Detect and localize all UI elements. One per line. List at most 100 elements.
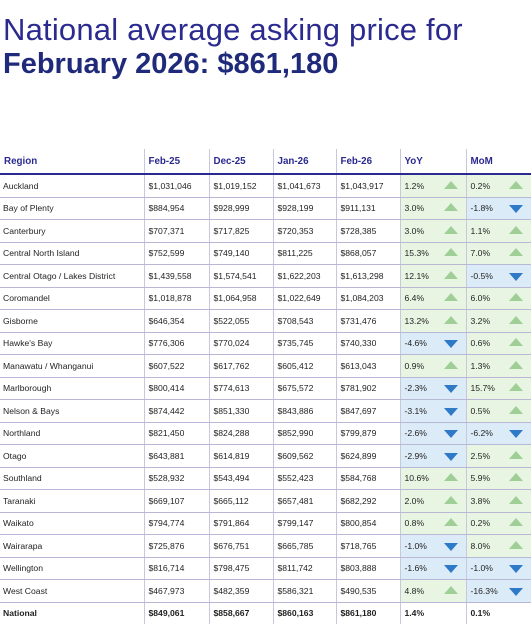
yoy-cell: -1.0% [399, 534, 466, 558]
mom-value: -0.5% [470, 270, 493, 281]
mom-cell: -1.8% [465, 197, 531, 220]
jan26-cell: $552,423 [272, 467, 336, 490]
feb26-cell: $868,057 [335, 242, 400, 265]
arrow-up-icon [509, 338, 523, 347]
jan26-cell: $843,886 [272, 399, 336, 423]
arrow-down-icon [443, 430, 458, 439]
feb26-cell: $624,899 [335, 444, 400, 468]
mom-value: 1.1% [470, 225, 491, 236]
header-dec25: Dec-25 [208, 149, 273, 175]
jan26-cell: $928,199 [272, 197, 336, 220]
yoy-cell: -2.6% [399, 422, 466, 445]
mom-value: 5.9% [470, 473, 491, 484]
feb26-cell: $718,765 [335, 534, 400, 558]
jan26-cell: $811,742 [272, 557, 336, 580]
feb25-cell: $725,876 [143, 534, 209, 558]
region-cell: Manawatu / Whanganui [0, 354, 144, 378]
feb26-cell: $847,697 [335, 399, 400, 423]
region-cell: Wellington [0, 557, 144, 580]
arrow-up-icon [443, 518, 458, 527]
yoy-value: 4.8% [404, 585, 425, 596]
jan26-cell: $1,622,203 [272, 264, 336, 288]
yoy-cell: 6.4% [399, 287, 466, 310]
arrow-up-icon [443, 473, 458, 482]
arrow-up-icon [443, 585, 458, 594]
jan26-cell: $720,353 [272, 219, 336, 243]
title-line-1: National average asking price for [3, 12, 463, 47]
mom-cell: 0.2% [465, 174, 531, 198]
dec25-cell: $928,999 [208, 197, 273, 220]
yoy-cell: 2.0% [399, 489, 466, 513]
region-cell: Canterbury [0, 219, 144, 243]
mom-cell: 5.9% [465, 467, 531, 490]
table-row: Central North Island $752,599 $749,140 $811… [0, 242, 531, 265]
feb26-cell: $584,768 [335, 467, 400, 490]
dec25-cell: $522,055 [208, 309, 273, 333]
jan26-cell: $657,481 [272, 489, 336, 513]
yoy-value: 1.4% [404, 608, 425, 619]
dec25-cell: $482,359 [208, 579, 273, 603]
jan26-cell: $852,990 [272, 422, 336, 445]
arrow-up-icon [509, 225, 523, 234]
dec25-cell: $798,475 [208, 557, 273, 580]
yoy-cell: -4.6% [399, 332, 466, 355]
arrow-up-icon [443, 270, 458, 279]
arrow-down-icon [509, 430, 523, 439]
yoy-value: -1.6% [404, 563, 427, 574]
dec25-cell: $543,494 [208, 467, 273, 490]
table-row: Canterbury $707,371 $717,825 $720,353 $728,3… [0, 219, 531, 243]
arrow-up-icon [509, 293, 523, 302]
mom-value: -1.8% [470, 203, 493, 214]
yoy-value: 0.8% [404, 518, 425, 529]
arrow-down-icon [509, 272, 523, 281]
mom-value: -16.3% [470, 585, 498, 596]
mom-value: -1.0% [470, 563, 493, 574]
mom-cell: 1.3% [465, 354, 531, 378]
jan26-cell: $609,562 [272, 444, 336, 468]
feb25-cell: $800,414 [143, 377, 209, 400]
feb25-cell: $849,061 [143, 602, 209, 624]
mom-value: 7.0% [470, 248, 491, 259]
feb25-cell: $646,354 [143, 309, 209, 333]
mom-value: -6.2% [470, 428, 493, 439]
table-row: Central Otago / Lakes District $1,439,558… [0, 264, 531, 288]
arrow-down-icon [443, 340, 458, 349]
mom-value: 0.2% [470, 180, 491, 191]
mom-cell: 8.0% [465, 534, 531, 558]
table-header-row: Region Feb-25 Dec-25 Jan-26 Feb-26 YoY M… [0, 149, 531, 175]
feb26-cell: $740,330 [335, 332, 400, 355]
feb26-cell: $731,476 [335, 309, 400, 333]
region-cell: Nelson & Bays [0, 399, 144, 423]
header-feb25: Feb-25 [143, 149, 209, 175]
dec25-cell: $824,288 [208, 422, 273, 445]
yoy-value: 13.2% [404, 315, 429, 326]
feb25-cell: $1,439,558 [143, 264, 209, 288]
header-yoy: YoY [399, 149, 466, 175]
jan26-cell: $665,785 [272, 534, 336, 558]
arrow-up-icon [443, 248, 458, 257]
arrow-down-icon [443, 565, 458, 574]
dec25-cell: $1,064,958 [208, 287, 273, 310]
feb25-cell: $752,599 [143, 242, 209, 265]
mom-cell: -16.3% [465, 579, 531, 603]
region-cell: Hawke's Bay [0, 332, 144, 355]
header-jan26: Jan-26 [272, 149, 336, 175]
arrow-up-icon [509, 450, 523, 459]
yoy-cell: 0.8% [399, 512, 466, 535]
mom-value: 0.2% [470, 518, 491, 529]
mom-cell: 2.5% [465, 444, 531, 468]
yoy-cell: 0.9% [399, 354, 466, 378]
feb25-cell: $643,881 [143, 444, 209, 468]
feb26-cell: $682,292 [335, 489, 400, 513]
yoy-cell: 1.4% [399, 602, 466, 624]
table-row: Manawatu / Whanganui $607,522 $617,762 $605… [0, 354, 531, 378]
mom-cell: 15.7% [465, 377, 531, 400]
arrow-up-icon [509, 180, 523, 189]
feb25-cell: $467,973 [143, 579, 209, 603]
mom-cell: 7.0% [465, 242, 531, 265]
header-mom: MoM [465, 149, 531, 175]
region-cell: Taranaki [0, 489, 144, 513]
region-cell: Bay of Plenty [0, 197, 144, 220]
table-row: Wellington $816,714 $798,475 $811,742 $803,8… [0, 557, 531, 580]
arrow-up-icon [443, 315, 458, 324]
